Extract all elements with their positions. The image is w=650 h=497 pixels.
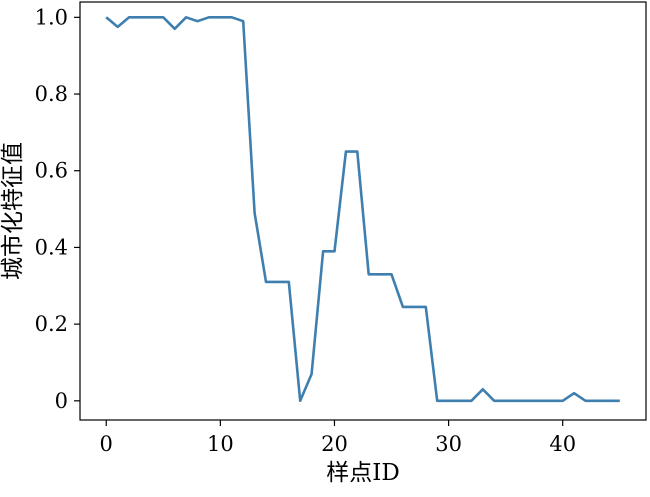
y-tick-label: 1.0	[35, 5, 68, 29]
series-line	[106, 17, 620, 401]
y-tick-label: 0.2	[35, 312, 68, 336]
x-axis-ticks: 0 10 20 30 40	[100, 420, 577, 456]
y-axis-label: 城市化特征值	[0, 142, 26, 280]
y-tick-label: 0	[55, 389, 68, 413]
x-axis-label: 样点ID	[326, 460, 400, 486]
series-layer	[106, 17, 620, 401]
x-tick-label: 20	[321, 432, 348, 456]
y-axis-ticks: 0 0.2 0.4 0.6 0.8 1.0	[35, 5, 80, 412]
y-tick-label: 0.6	[35, 159, 68, 183]
x-tick-label: 10	[207, 432, 234, 456]
x-tick-label: 30	[435, 432, 462, 456]
x-tick-label: 40	[549, 432, 576, 456]
x-tick-label: 0	[100, 432, 113, 456]
y-tick-label: 0.4	[35, 235, 68, 259]
y-tick-label: 0.8	[35, 82, 68, 106]
